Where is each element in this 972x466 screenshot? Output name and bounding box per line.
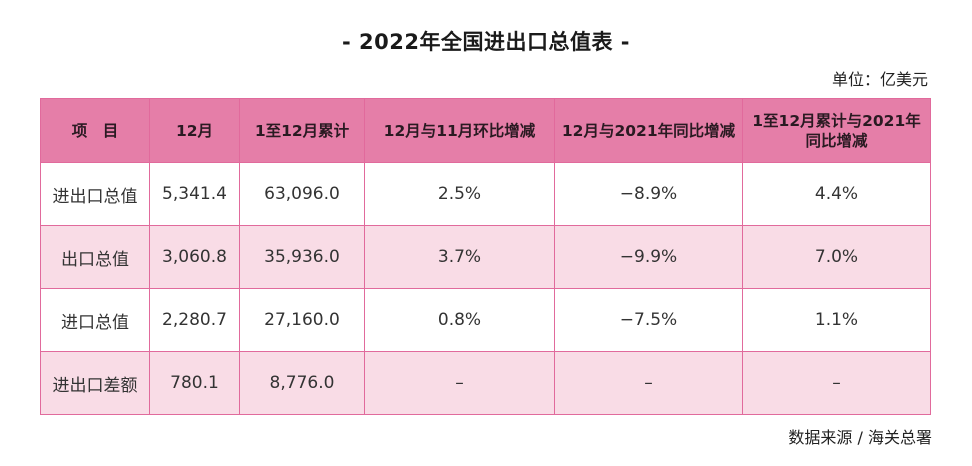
table-cell: 2,280.7 <box>149 288 240 352</box>
table-cell: −9.9% <box>554 225 743 289</box>
row-label: 进出口差额 <box>40 351 150 415</box>
table-cell: 2.5% <box>364 162 555 226</box>
table-cell: – <box>364 351 555 415</box>
page-title: - 2022年全国进出口总值表 - <box>341 30 630 54</box>
row-label: 进口总值 <box>40 288 150 352</box>
table-cell: 0.8% <box>364 288 555 352</box>
trade-value-table: 项 目 12月 1至12月累计 12月与11月环比增减 12月与2021年同比增… <box>40 98 931 415</box>
table-cell: 5,341.4 <box>149 162 240 226</box>
table-row: 出口总值 3,060.8 35,936.0 3.7% −9.9% 7.0% <box>40 225 931 289</box>
header-cumulative: 1至12月累计 <box>239 98 365 163</box>
header-yoy-cumulative: 1至12月累计与2021年同比增减 <box>742 98 931 163</box>
table-cell: 8,776.0 <box>239 351 365 415</box>
table-cell: 3.7% <box>364 225 555 289</box>
table-cell: −8.9% <box>554 162 743 226</box>
header-december: 12月 <box>149 98 240 163</box>
table-header-row: 项 目 12月 1至12月累计 12月与11月环比增减 12月与2021年同比增… <box>40 98 931 163</box>
table-cell: 63,096.0 <box>239 162 365 226</box>
unit-label: 单位：亿美元 <box>831 70 928 89</box>
table-cell: −7.5% <box>554 288 743 352</box>
table-cell: – <box>742 351 931 415</box>
table-cell: – <box>554 351 743 415</box>
header-yoy-december: 12月与2021年同比增减 <box>554 98 743 163</box>
table-cell: 7.0% <box>742 225 931 289</box>
table-cell: 3,060.8 <box>149 225 240 289</box>
table-cell: 780.1 <box>149 351 240 415</box>
table-row: 进口总值 2,280.7 27,160.0 0.8% −7.5% 1.1% <box>40 288 931 352</box>
table-row: 进出口总值 5,341.4 63,096.0 2.5% −8.9% 4.4% <box>40 162 931 226</box>
row-label: 进出口总值 <box>40 162 150 226</box>
row-label: 出口总值 <box>40 225 150 289</box>
data-source-note: 数据来源 / 海关总署 <box>788 428 932 447</box>
table-row: 进出口差额 780.1 8,776.0 – – – <box>40 351 931 415</box>
table-cell: 35,936.0 <box>239 225 365 289</box>
table-cell: 27,160.0 <box>239 288 365 352</box>
header-mom-change: 12月与11月环比增减 <box>364 98 555 163</box>
table-cell: 1.1% <box>742 288 931 352</box>
header-item: 项 目 <box>40 98 150 163</box>
table-cell: 4.4% <box>742 162 931 226</box>
